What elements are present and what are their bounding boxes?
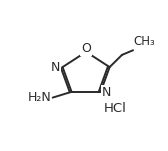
- Text: N: N: [102, 87, 111, 100]
- Text: CH₃: CH₃: [134, 35, 155, 48]
- Text: H₂N: H₂N: [28, 91, 51, 104]
- Text: N: N: [51, 61, 60, 74]
- Text: HCl: HCl: [103, 102, 126, 115]
- Text: O: O: [81, 42, 91, 55]
